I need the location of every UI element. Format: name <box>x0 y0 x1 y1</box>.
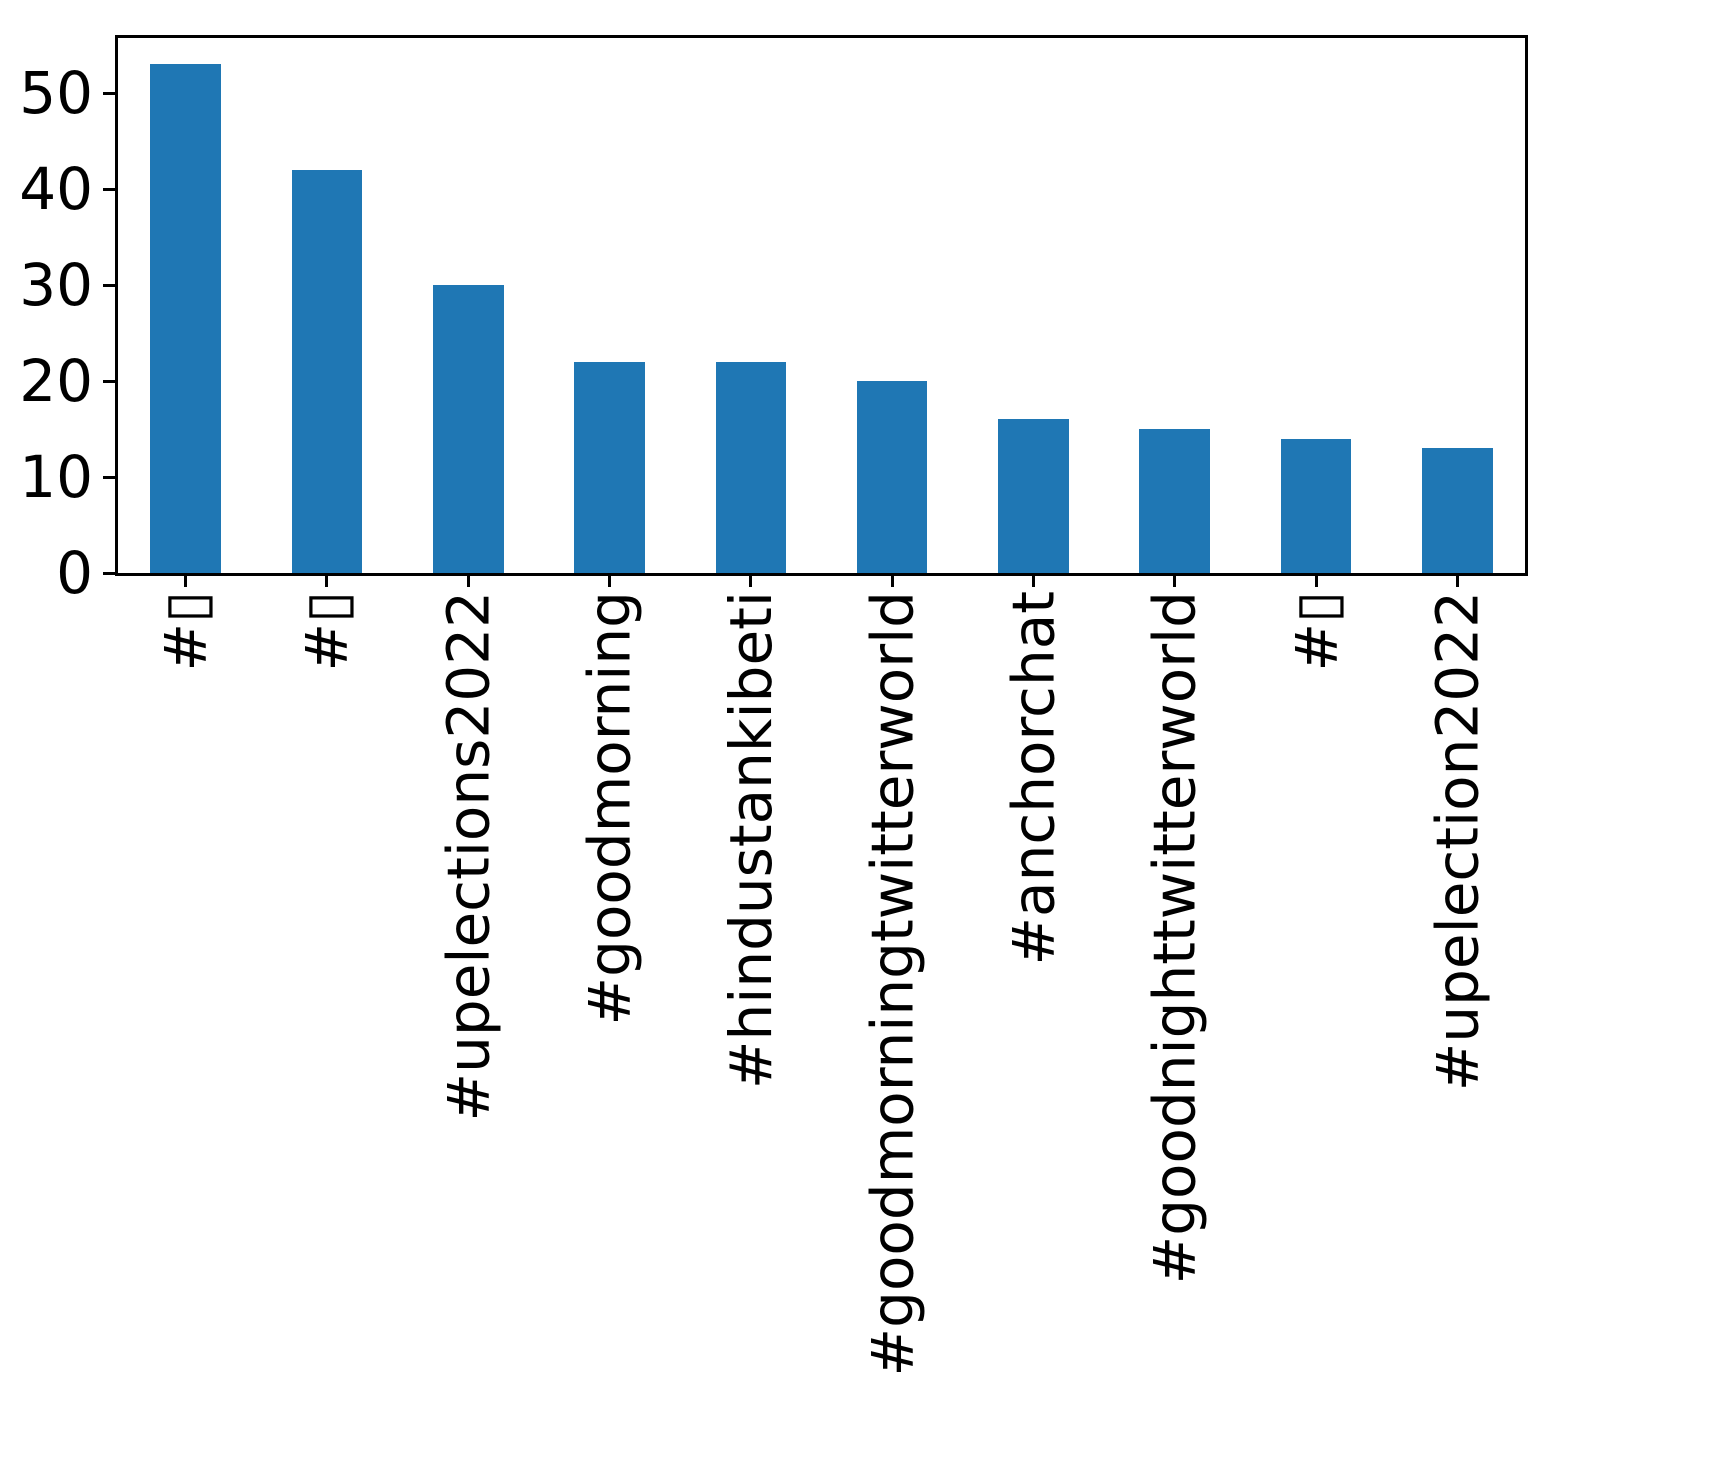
bar <box>1139 429 1211 573</box>
bar <box>998 419 1069 573</box>
y-tick-label: 20 <box>19 347 93 415</box>
x-tick-label: #goodmorningtwitterworld <box>858 591 927 1377</box>
y-tick-label: 10 <box>19 443 93 511</box>
x-tick-mark <box>608 575 612 587</box>
y-tick-mark <box>103 475 115 479</box>
bar <box>715 361 787 573</box>
x-tick-label: #▯ <box>151 591 220 672</box>
y-tick-label: 50 <box>19 59 93 127</box>
x-tick-mark <box>1031 575 1035 587</box>
y-tick-mark <box>103 283 115 287</box>
x-tick-mark <box>1455 575 1459 587</box>
x-tick-mark <box>184 575 188 587</box>
y-tick-label: 40 <box>19 155 93 223</box>
x-tick-label: #▯ <box>1282 591 1351 672</box>
x-tick-label: #upelection2022 <box>1423 591 1492 1092</box>
x-tick-label: #hindustankibeti <box>716 591 785 1090</box>
y-tick-mark <box>103 187 115 191</box>
y-tick-mark <box>103 91 115 95</box>
x-tick-mark <box>466 575 470 587</box>
x-tick-label: #upelections2022 <box>434 591 503 1122</box>
y-tick-mark <box>103 571 115 575</box>
x-tick-mark <box>1314 575 1318 587</box>
y-tick-mark <box>103 379 115 383</box>
y-tick-label: 30 <box>19 251 93 319</box>
x-tick-label: #anchorchat <box>999 591 1068 966</box>
x-tick-label: #goodmorning <box>575 591 644 1026</box>
x-tick-mark <box>1173 575 1177 587</box>
bar <box>150 64 221 573</box>
x-tick-label: #▯ <box>292 591 361 672</box>
x-tick-label: #goodnighttwitterworld <box>1140 591 1209 1285</box>
x-tick-mark <box>749 575 753 587</box>
x-tick-mark <box>890 575 894 587</box>
x-tick-mark <box>325 575 329 587</box>
y-tick-label: 0 <box>56 539 93 607</box>
bar <box>432 285 504 573</box>
bar <box>1280 438 1352 573</box>
bar <box>856 381 928 573</box>
bar <box>1422 448 1493 573</box>
bar <box>291 169 363 573</box>
bar <box>574 361 645 573</box>
